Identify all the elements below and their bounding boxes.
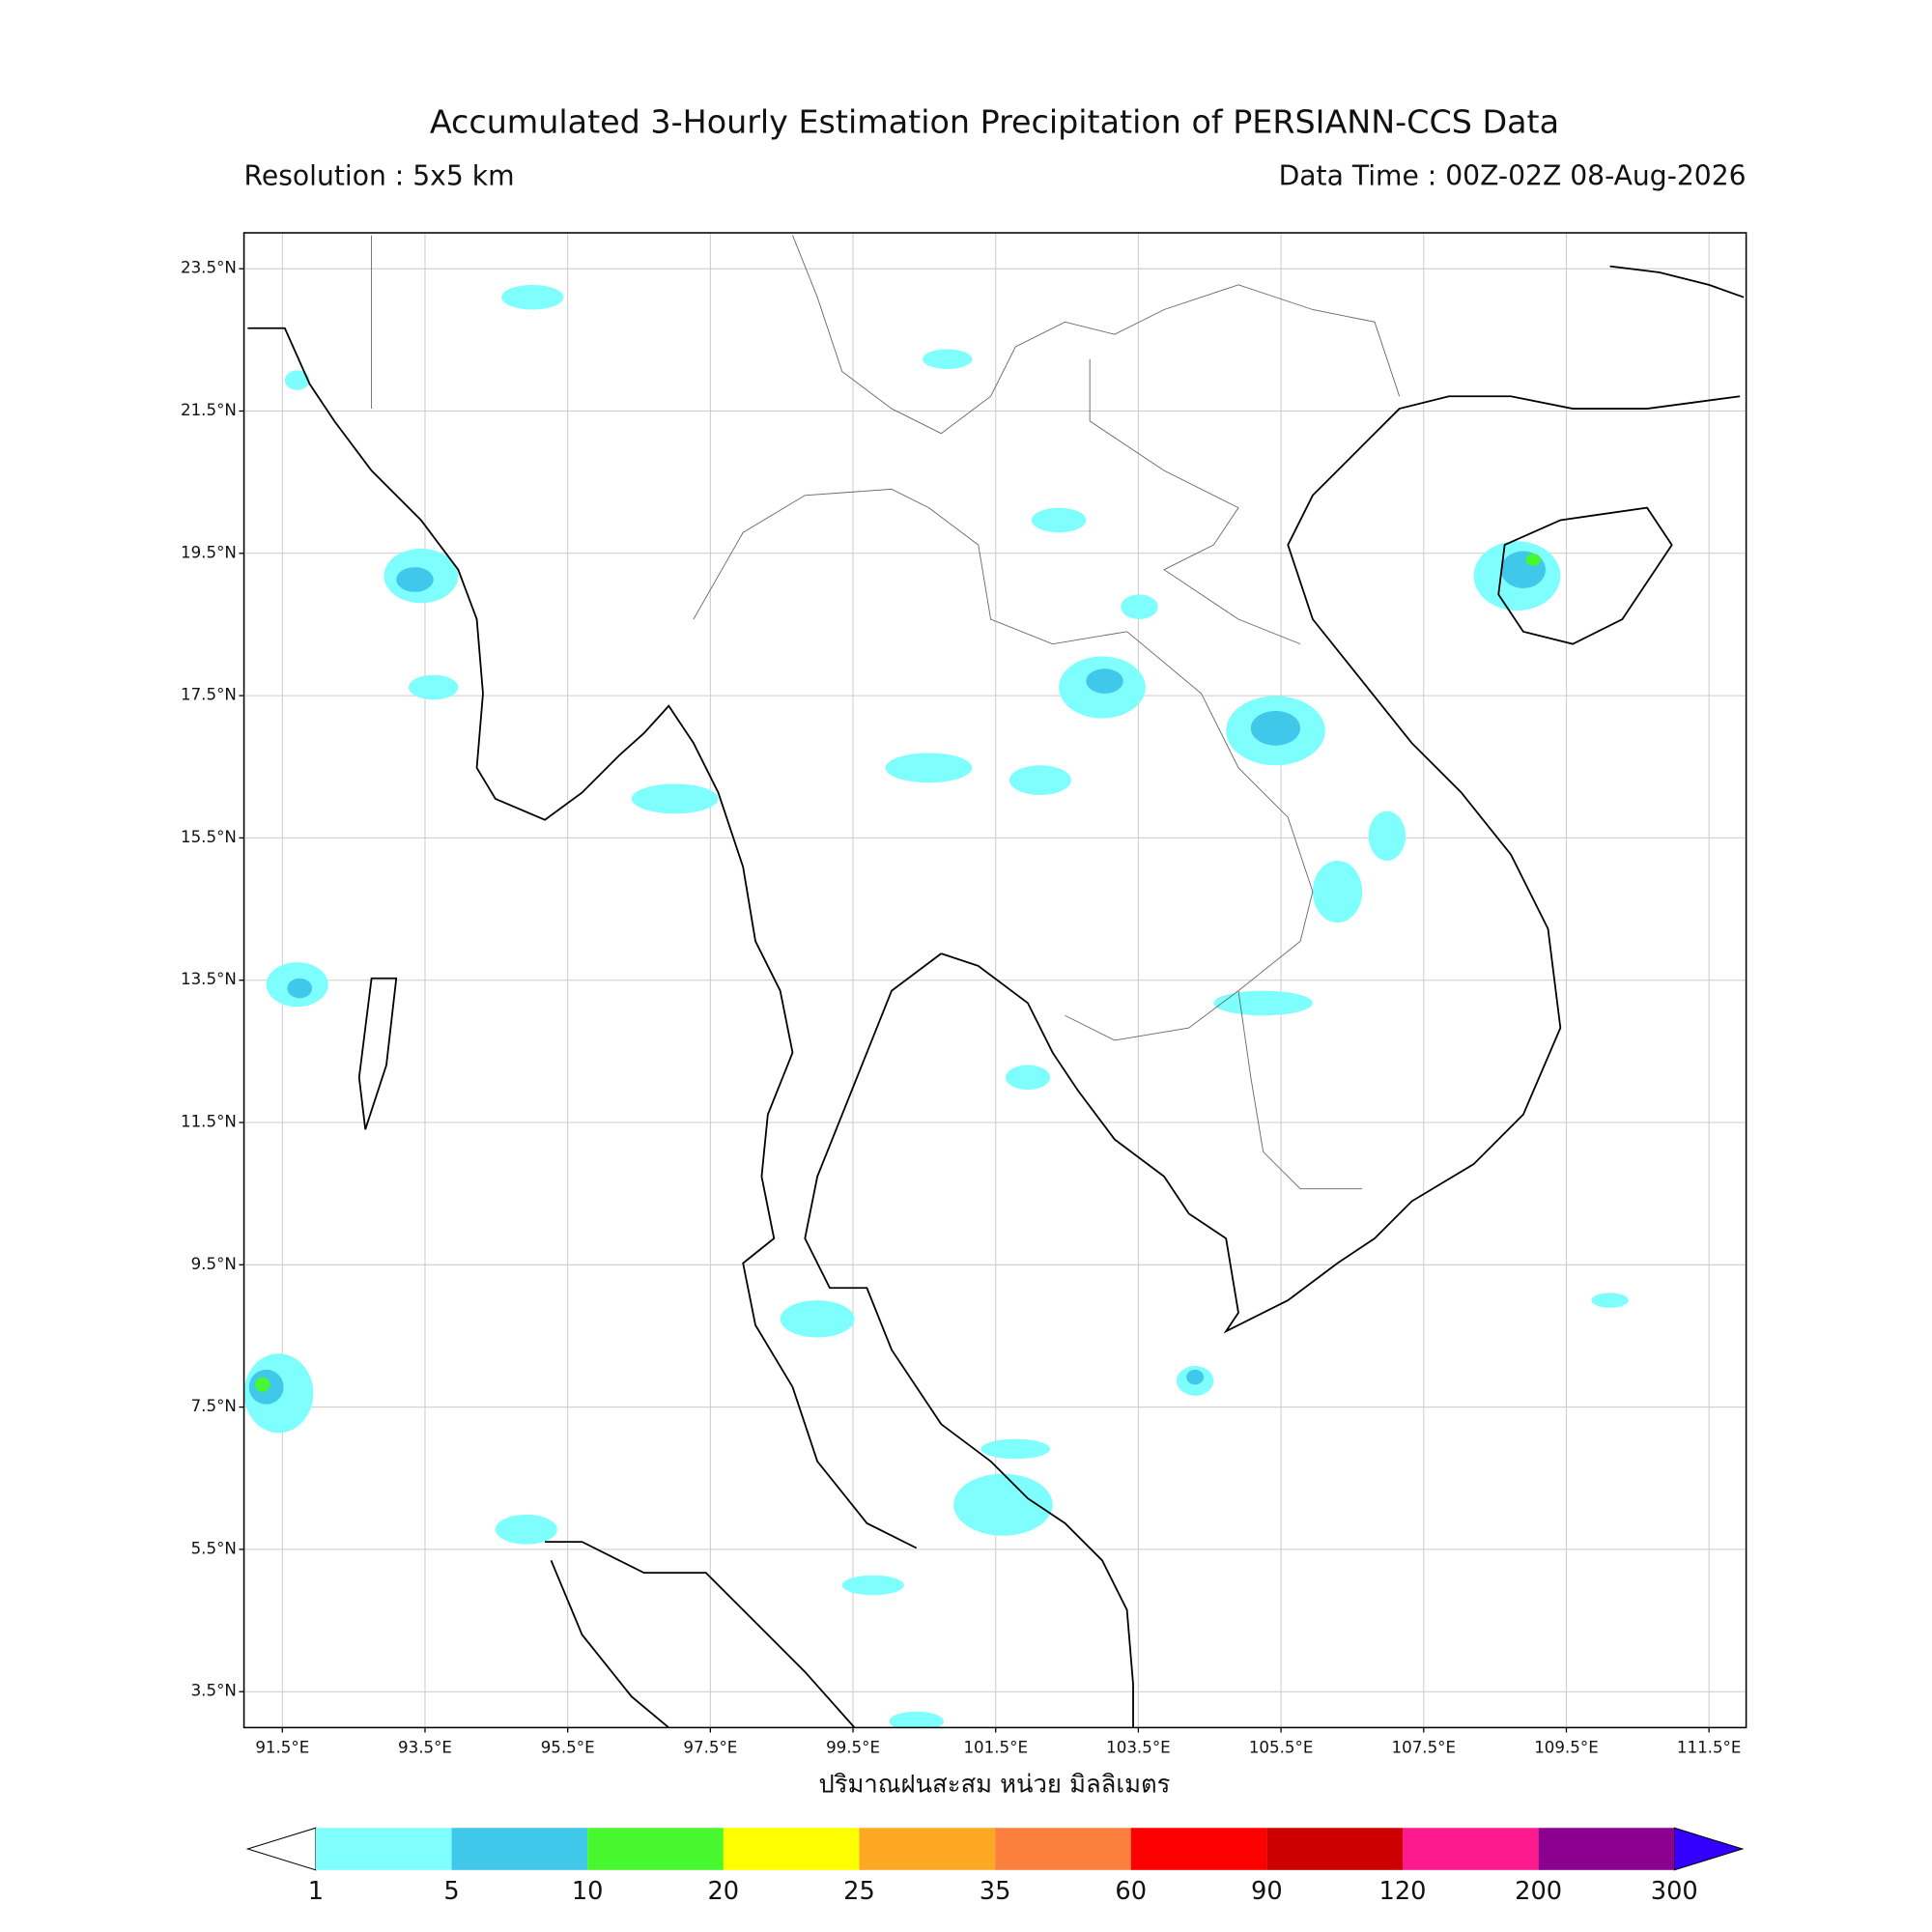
colorbar-segment <box>1266 1828 1403 1870</box>
map-area <box>243 233 1747 1728</box>
colorbar-label: 25 <box>843 1877 875 1906</box>
colorbar-segment <box>1130 1828 1267 1870</box>
colorbar-segment <box>1402 1828 1539 1870</box>
title: Accumulated 3-Hourly Estimation Precipit… <box>430 103 1559 141</box>
colorbar-under <box>245 1827 317 1871</box>
x-tick-label: 95.5°E <box>541 1739 595 1757</box>
x-tick-label: 109.5°E <box>1534 1739 1599 1757</box>
x-tick-label: 101.5°E <box>963 1739 1028 1757</box>
colorbar-segment <box>315 1828 452 1870</box>
y-tick-label: 17.5°N <box>181 686 237 704</box>
x-tick-label: 97.5°E <box>683 1739 737 1757</box>
data-time: Data Time : 00Z-02Z 08-Aug-2026 <box>1279 159 1747 191</box>
colorbar-segment <box>587 1828 724 1870</box>
colorbar-label: 35 <box>980 1877 1011 1906</box>
colorbar-label: 10 <box>572 1877 604 1906</box>
colorbar-label: 60 <box>1115 1877 1147 1906</box>
colorbar-label: 20 <box>708 1877 740 1906</box>
colorbar-segment <box>859 1828 996 1870</box>
resolution: Resolution : 5x5 km <box>244 159 515 191</box>
colorbar-label: 300 <box>1651 1877 1698 1906</box>
coastlines <box>247 265 1745 1728</box>
x-tick-label: 111.5°E <box>1677 1739 1742 1757</box>
colorbar-segment <box>995 1828 1131 1870</box>
colorbar-label: 90 <box>1251 1877 1283 1906</box>
y-tick-label: 23.5°N <box>181 259 237 277</box>
x-tick-label: 99.5°E <box>826 1739 880 1757</box>
y-tick-label: 19.5°N <box>181 543 237 561</box>
y-tick-label: 3.5°N <box>191 1682 237 1700</box>
x-tick-label: 91.5°E <box>255 1739 309 1757</box>
x-axis-label: ปริมาณฝนสะสม หน่วย มิลลิเมตร <box>818 1771 1170 1800</box>
y-tick-label: 15.5°N <box>181 828 237 846</box>
y-tick-label: 7.5°N <box>191 1397 237 1415</box>
y-tick-label: 5.5°N <box>191 1539 237 1557</box>
colorbar-segment <box>1538 1828 1675 1870</box>
colorbar-label: 5 <box>443 1877 459 1906</box>
x-tick-label: 107.5°E <box>1392 1739 1457 1757</box>
y-tick-label: 13.5°N <box>181 970 237 988</box>
colorbar-segment <box>723 1828 860 1870</box>
x-tick-label: 103.5°E <box>1106 1739 1171 1757</box>
colorbar-label: 120 <box>1379 1877 1427 1906</box>
y-tick-label: 9.5°N <box>191 1255 237 1273</box>
borders <box>371 235 1401 1190</box>
y-tick-label: 11.5°N <box>181 1113 237 1131</box>
colorbar-label: 1 <box>308 1877 324 1906</box>
colorbar-label: 200 <box>1515 1877 1562 1906</box>
colorbar-over <box>1673 1827 1745 1871</box>
x-tick-label: 105.5°E <box>1249 1739 1314 1757</box>
colorbar-segment <box>451 1828 588 1870</box>
rain-areas <box>243 284 1629 1728</box>
y-tick-label: 21.5°N <box>181 401 237 419</box>
x-tick-label: 93.5°E <box>398 1739 452 1757</box>
